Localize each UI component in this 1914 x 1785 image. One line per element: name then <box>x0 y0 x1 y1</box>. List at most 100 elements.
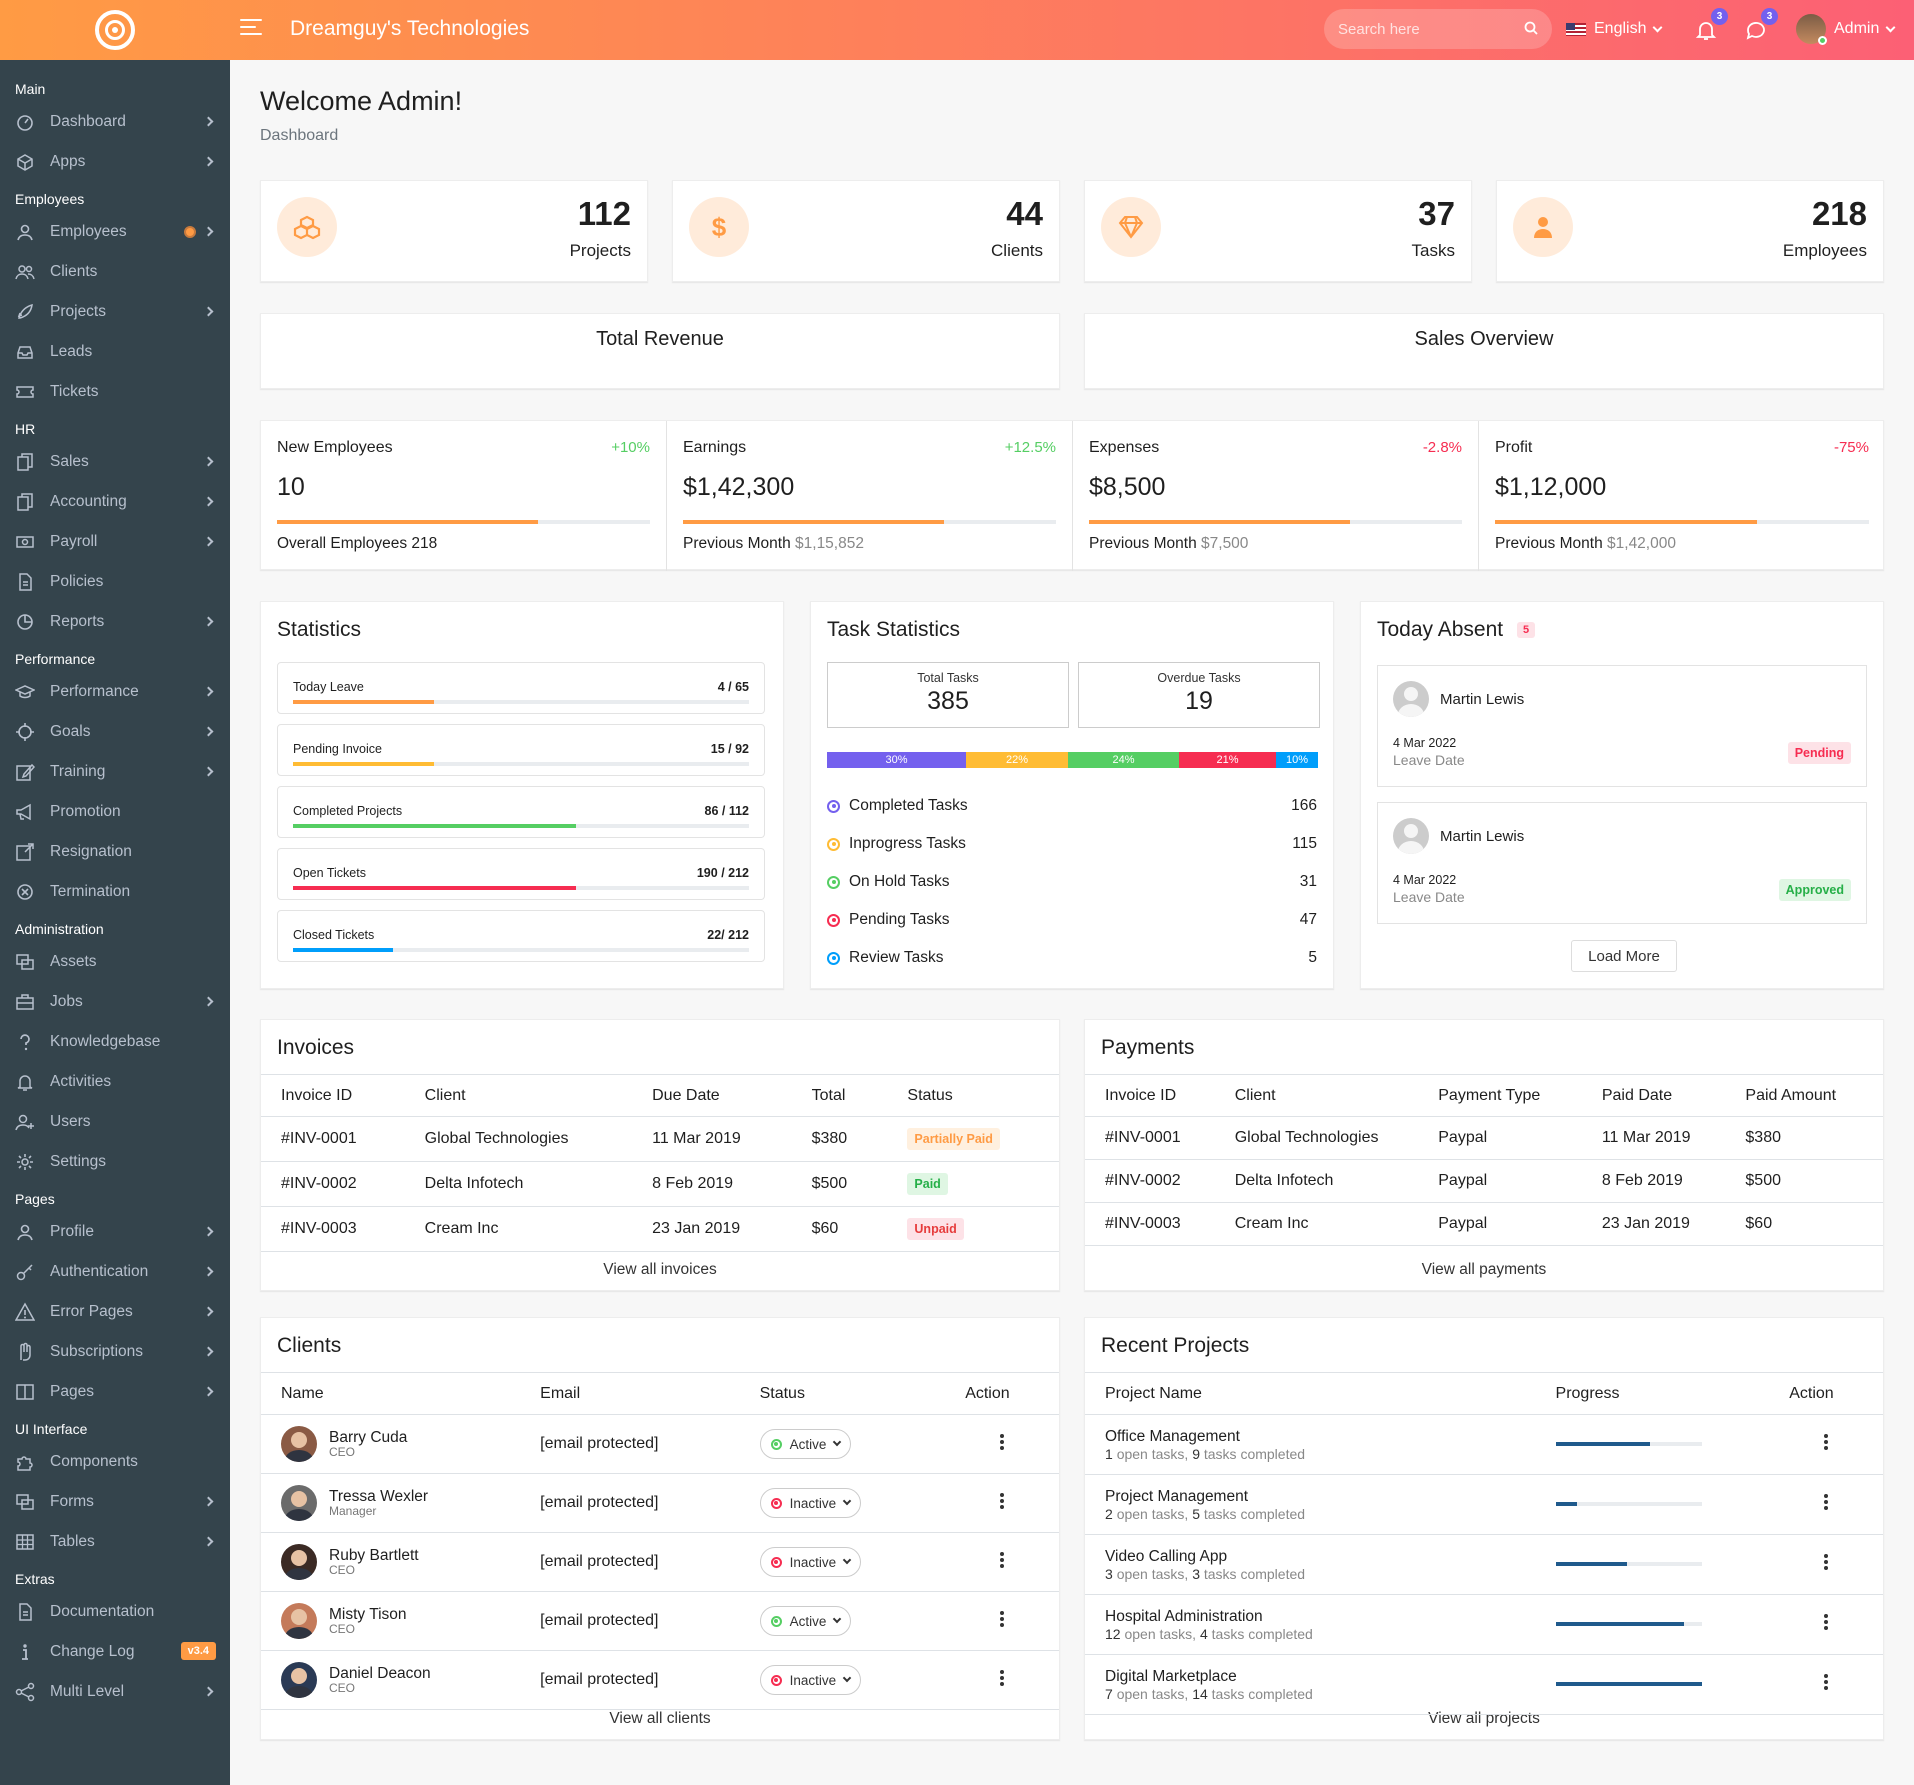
avatar[interactable] <box>281 1485 317 1521</box>
sidebar-item-tables[interactable]: Tables <box>0 1522 230 1562</box>
table-row[interactable]: Tressa Wexler Manager [email protected] Ina… <box>261 1473 1059 1533</box>
status-dropdown[interactable]: Active <box>759 1429 852 1459</box>
sidebar-item-activities[interactable]: Activities <box>0 1062 230 1102</box>
sidebar-item-goals[interactable]: Goals <box>0 712 230 752</box>
sidebar-item-training[interactable]: Training <box>0 752 230 792</box>
view-all-payments-link[interactable]: View all payments <box>1421 1261 1547 1278</box>
sidebar-item-authentication[interactable]: Authentication <box>0 1252 230 1292</box>
sidebar-item-change-log[interactable]: Change Log v3.4 <box>0 1632 230 1672</box>
sidebar-item-apps[interactable]: Apps <box>0 142 230 182</box>
cell-id[interactable]: #INV-0003 <box>261 1206 405 1252</box>
client-name[interactable]: Daniel Deacon <box>329 1664 431 1682</box>
sidebar-item-profile[interactable]: Profile <box>0 1212 230 1252</box>
status-dropdown[interactable]: Inactive <box>759 1488 862 1518</box>
view-all-invoices-link[interactable]: View all invoices <box>603 1261 717 1278</box>
cell-id[interactable]: #INV-0002 <box>1085 1159 1215 1203</box>
avatar[interactable] <box>281 1662 317 1698</box>
messages-button[interactable]: 3 <box>1744 8 1778 42</box>
cell-id[interactable]: #INV-0003 <box>1085 1202 1215 1246</box>
status-dropdown[interactable]: Active <box>759 1606 852 1636</box>
more-vertical-icon[interactable] <box>993 1609 1011 1629</box>
sidebar-item-subscriptions[interactable]: Subscriptions <box>0 1332 230 1372</box>
more-vertical-icon[interactable] <box>993 1432 1011 1452</box>
client-name[interactable]: Misty Tison <box>329 1605 407 1623</box>
search-icon[interactable] <box>1524 21 1538 35</box>
sidebar-item-policies[interactable]: Policies <box>0 562 230 602</box>
client-name[interactable]: Tressa Wexler <box>329 1487 429 1505</box>
sidebar-item-dashboard[interactable]: Dashboard <box>0 102 230 142</box>
table-row[interactable]: Project Management 2 open tasks, 5 tasks … <box>1085 1474 1883 1535</box>
more-vertical-icon[interactable] <box>993 1668 1011 1688</box>
project-name[interactable]: Office Management <box>1105 1427 1240 1445</box>
sidebar-item-multi-level[interactable]: Multi Level <box>0 1672 230 1712</box>
table-row[interactable]: Hospital Administration 12 open tasks, 4 … <box>1085 1594 1883 1655</box>
more-vertical-icon[interactable] <box>1817 1492 1835 1512</box>
sidebar-item-employees[interactable]: Employees <box>0 212 230 252</box>
notifications-button[interactable]: 3 <box>1694 8 1728 42</box>
project-name[interactable]: Video Calling App <box>1105 1547 1228 1565</box>
avatar[interactable] <box>281 1426 317 1462</box>
sidebar-item-settings[interactable]: Settings <box>0 1142 230 1182</box>
more-vertical-icon[interactable] <box>993 1550 1011 1570</box>
more-vertical-icon[interactable] <box>1817 1612 1835 1632</box>
sidebar-item-documentation[interactable]: Documentation <box>0 1592 230 1632</box>
project-name[interactable]: Hospital Administration <box>1105 1607 1263 1625</box>
sidebar-item-reports[interactable]: Reports <box>0 602 230 642</box>
sidebar-item-leads[interactable]: Leads <box>0 332 230 372</box>
sidebar-item-pages[interactable]: Pages <box>0 1372 230 1412</box>
sidebar-item-tickets[interactable]: Tickets <box>0 372 230 412</box>
sidebar-item-forms[interactable]: Forms <box>0 1482 230 1522</box>
user-menu[interactable]: Admin <box>1796 14 1896 45</box>
cell-id[interactable]: #INV-0001 <box>261 1116 405 1162</box>
view-all-clients-link[interactable]: View all clients <box>609 1710 711 1727</box>
table-row[interactable]: #INV-0001 Global Technologies Paypal 11 Mar… <box>1085 1116 1883 1160</box>
absent-item[interactable]: Martin Lewis 4 Mar 2022 Leave Date Pending <box>1377 665 1867 787</box>
table-row[interactable]: Daniel Deacon CEO [email protected] Inactiv… <box>261 1650 1059 1710</box>
sidebar-item-components[interactable]: Components <box>0 1442 230 1482</box>
sidebar-item-sales[interactable]: Sales <box>0 442 230 482</box>
breadcrumb[interactable]: Dashboard <box>260 127 339 144</box>
avatar[interactable] <box>281 1603 317 1639</box>
table-row[interactable]: #INV-0002 Delta Infotech Paypal 8 Feb 2019 $… <box>1085 1159 1883 1203</box>
sidebar-item-jobs[interactable]: Jobs <box>0 982 230 1022</box>
table-row[interactable]: Office Management 1 open tasks, 9 tasks c… <box>1085 1414 1883 1475</box>
sidebar-item-performance[interactable]: Performance <box>0 672 230 712</box>
client-name[interactable]: Ruby Bartlett <box>329 1546 419 1564</box>
cell-id[interactable]: #INV-0001 <box>1085 1116 1215 1160</box>
more-vertical-icon[interactable] <box>1817 1672 1835 1692</box>
client-name[interactable]: Barry Cuda <box>329 1428 408 1446</box>
more-vertical-icon[interactable] <box>1817 1432 1835 1452</box>
sidebar-item-promotion[interactable]: Promotion <box>0 792 230 832</box>
more-vertical-icon[interactable] <box>993 1491 1011 1511</box>
table-row[interactable]: Misty Tison CEO [email protected] Active <box>261 1591 1059 1651</box>
table-row[interactable]: Video Calling App 3 open tasks, 3 tasks c… <box>1085 1534 1883 1595</box>
table-row[interactable]: #INV-0003 Cream Inc 23 Jan 2019 $60 Unpaid <box>261 1206 1059 1252</box>
sidebar-item-projects[interactable]: Projects <box>0 292 230 332</box>
sidebar-item-assets[interactable]: Assets <box>0 942 230 982</box>
menu-toggle-icon[interactable] <box>240 19 262 39</box>
table-row[interactable]: #INV-0001 Global Technologies 11 Mar 2019 $… <box>261 1116 1059 1162</box>
sidebar-item-knowledgebase[interactable]: Knowledgebase <box>0 1022 230 1062</box>
search-input[interactable] <box>1338 20 1518 38</box>
status-dropdown[interactable]: Inactive <box>759 1665 862 1695</box>
sidebar-item-accounting[interactable]: Accounting <box>0 482 230 522</box>
table-row[interactable]: Ruby Bartlett CEO [email protected] Inactiv… <box>261 1532 1059 1592</box>
table-row[interactable]: Digital Marketplace 7 open tasks, 14 task… <box>1085 1654 1883 1715</box>
project-name[interactable]: Digital Marketplace <box>1105 1667 1237 1685</box>
sidebar-item-clients[interactable]: Clients <box>0 252 230 292</box>
avatar[interactable] <box>281 1544 317 1580</box>
sidebar-item-resignation[interactable]: Resignation <box>0 832 230 872</box>
load-more-button[interactable]: Load More <box>1571 940 1677 972</box>
table-row[interactable]: #INV-0002 Delta Infotech 8 Feb 2019 $500 Pai… <box>261 1161 1059 1207</box>
logo[interactable] <box>0 0 230 60</box>
table-row[interactable]: #INV-0003 Cream Inc Paypal 23 Jan 2019 $60 <box>1085 1202 1883 1246</box>
language-selector[interactable]: English <box>1566 20 1663 38</box>
sidebar-item-users[interactable]: Users <box>0 1102 230 1142</box>
sidebar-item-termination[interactable]: Termination <box>0 872 230 912</box>
sidebar-item-error-pages[interactable]: Error Pages <box>0 1292 230 1332</box>
status-dropdown[interactable]: Inactive <box>759 1547 862 1577</box>
sidebar-item-payroll[interactable]: Payroll <box>0 522 230 562</box>
project-name[interactable]: Project Management <box>1105 1487 1249 1505</box>
more-vertical-icon[interactable] <box>1817 1552 1835 1572</box>
absent-item[interactable]: Martin Lewis 4 Mar 2022 Leave Date Approved <box>1377 802 1867 924</box>
